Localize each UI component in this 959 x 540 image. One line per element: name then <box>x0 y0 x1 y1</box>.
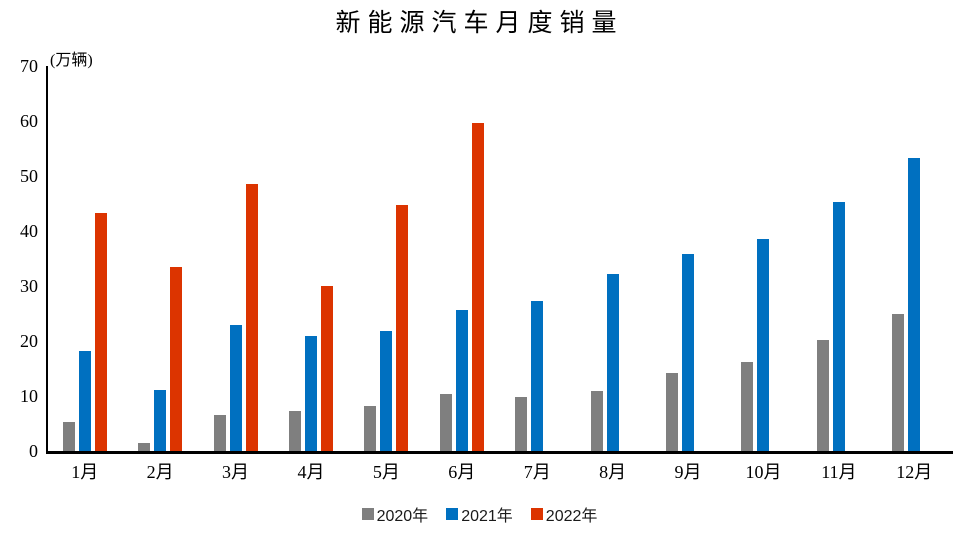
bar-2021年-3月 <box>229 325 242 451</box>
y-tick-label-50: 50 <box>20 166 38 186</box>
bar-2021年-8月 <box>606 273 619 451</box>
chart-title: 新能源汽车月度销量 <box>335 10 624 37</box>
bar-2021年-2月 <box>154 389 167 451</box>
bar-group-12月 <box>877 66 952 451</box>
bar-group-5月 <box>349 66 424 451</box>
bar-2020年-7月 <box>515 396 528 451</box>
y-tick-label-70: 70 <box>20 56 38 76</box>
bar-2020年-1月 <box>62 421 75 451</box>
x-tick-label-4月: 4月 <box>297 462 325 482</box>
bar-2021年-12月 <box>908 158 921 451</box>
bar-2020年-3月 <box>213 415 226 451</box>
bar-group-7月 <box>500 66 575 451</box>
bar-2020年-10月 <box>741 361 754 451</box>
bar-group-6月 <box>424 66 499 451</box>
y-tick-label-60: 60 <box>20 111 38 131</box>
bar-2020年-2月 <box>138 442 151 451</box>
bar-2021年-1月 <box>78 351 91 451</box>
bar-2020年-5月 <box>364 405 377 451</box>
x-tick-label-8月: 8月 <box>599 462 627 482</box>
bar-2022年-2月 <box>170 266 183 451</box>
legend-swatch-icon <box>361 508 374 520</box>
bar-group-3月 <box>198 66 273 451</box>
bar-2020年-4月 <box>288 410 301 451</box>
legend-swatch-icon <box>530 508 543 520</box>
legend-label: 2021年 <box>461 508 513 525</box>
x-tick-label-3月: 3月 <box>222 462 250 482</box>
bar-2020年-11月 <box>816 340 829 451</box>
y-tick-label-0: 0 <box>29 441 38 461</box>
x-tick-label-2月: 2月 <box>146 462 174 482</box>
y-axis-unit-label: (万辆) <box>50 52 93 69</box>
bar-2021年-9月 <box>682 254 695 451</box>
x-tick-label-1月: 1月 <box>71 462 99 482</box>
legend-item-2022年: 2022年 <box>530 502 598 526</box>
x-tick-label-12月: 12月 <box>896 462 933 482</box>
bar-2022年-5月 <box>396 204 409 451</box>
plot-area <box>46 66 953 454</box>
bar-group-9月 <box>650 66 725 451</box>
bar-2020年-9月 <box>666 372 679 451</box>
bar-group-8月 <box>575 66 650 451</box>
bar-2021年-10月 <box>757 239 770 451</box>
x-tick-label-9月: 9月 <box>674 462 702 482</box>
bar-2021年-6月 <box>455 309 468 451</box>
y-tick-label-30: 30 <box>20 276 38 296</box>
y-tick-label-20: 20 <box>20 331 38 351</box>
bar-2022年-1月 <box>94 212 107 451</box>
bar-2022年-4月 <box>320 286 333 451</box>
x-tick-label-11月: 11月 <box>821 462 857 482</box>
bar-2021年-7月 <box>531 301 544 451</box>
bar-group-11月 <box>801 66 876 451</box>
bar-2021年-5月 <box>380 330 393 451</box>
bar-2021年-4月 <box>304 336 317 451</box>
x-axis-labels: 1月 2月 3月 4月 5月 6月 7月 8月 9月 10月 11月 12月 <box>47 461 952 487</box>
legend-item-2020年: 2020年 <box>361 502 429 526</box>
bar-2020年-6月 <box>439 393 452 451</box>
legend: 2020年 2021年 2022年 <box>0 502 959 526</box>
bar-2022年-3月 <box>245 184 258 451</box>
legend-swatch-icon <box>446 508 459 520</box>
y-tick-label-10: 10 <box>20 386 38 406</box>
x-axis-line <box>46 451 953 454</box>
x-tick-label-7月: 7月 <box>523 462 551 482</box>
legend-label: 2022年 <box>545 508 598 525</box>
bar-group-1月 <box>47 66 122 451</box>
legend-item-2021年: 2021年 <box>446 502 513 526</box>
x-tick-label-6月: 6月 <box>448 462 476 482</box>
x-tick-label-10月: 10月 <box>745 462 782 482</box>
bar-2021年-11月 <box>832 202 845 451</box>
bar-2022年-6月 <box>471 122 484 451</box>
bar-group-2月 <box>122 66 197 451</box>
bar-2020年-12月 <box>892 313 905 451</box>
y-axis-line <box>46 66 48 453</box>
legend-label: 2020年 <box>376 508 429 525</box>
y-axis-tick-labels: 0 10 20 30 40 50 60 70 <box>0 0 40 540</box>
x-tick-label-5月: 5月 <box>372 462 400 482</box>
bar-group-10月 <box>726 66 801 451</box>
bar-group-4月 <box>273 66 348 451</box>
bar-2020年-8月 <box>590 391 603 451</box>
y-tick-label-40: 40 <box>20 221 38 241</box>
